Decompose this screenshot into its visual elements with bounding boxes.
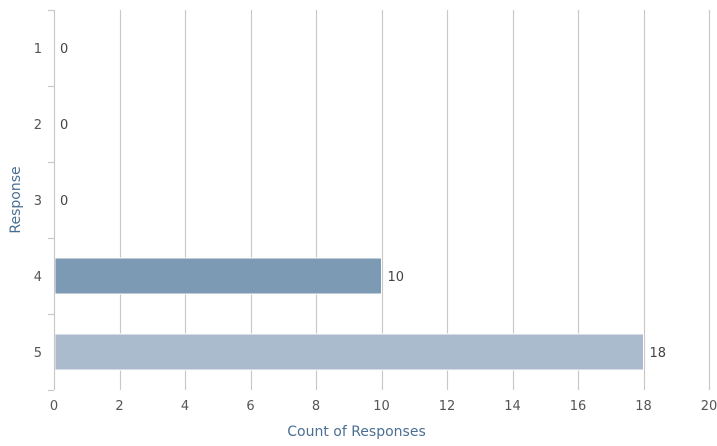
x-tick-label: 18: [635, 399, 652, 414]
x-tick-label: 6: [246, 399, 254, 414]
y-tick-label: 1: [34, 42, 42, 57]
bars: [54, 257, 644, 371]
y-tick-label: 2: [34, 118, 42, 133]
x-tick-label: 4: [181, 399, 189, 414]
data-label: 0: [60, 194, 68, 209]
y-tick-label: 4: [34, 270, 42, 285]
x-tick-label: 10: [373, 399, 390, 414]
data-label: 10: [388, 270, 405, 285]
data-labels: 0 0 0 10 18: [60, 42, 666, 361]
x-tick-label: 0: [50, 399, 58, 414]
x-tick-label: 12: [439, 399, 456, 414]
bar[interactable]: [54, 333, 644, 371]
y-axis-title: Response: [8, 166, 24, 233]
gridlines: [119, 10, 711, 390]
x-axis-title: Count of Responses: [287, 424, 426, 440]
x-tick-label: 14: [504, 399, 521, 414]
data-label: 0: [60, 42, 68, 57]
x-tick-label: 16: [570, 399, 587, 414]
data-label: 18: [650, 346, 667, 361]
data-label: 0: [60, 118, 68, 133]
bar[interactable]: [54, 257, 382, 295]
y-tick-label: 3: [34, 194, 42, 209]
x-tick-label: 20: [701, 399, 717, 414]
x-tick-label: 8: [312, 399, 320, 414]
y-tick-label: 5: [34, 346, 42, 361]
x-tick-label: 2: [115, 399, 123, 414]
